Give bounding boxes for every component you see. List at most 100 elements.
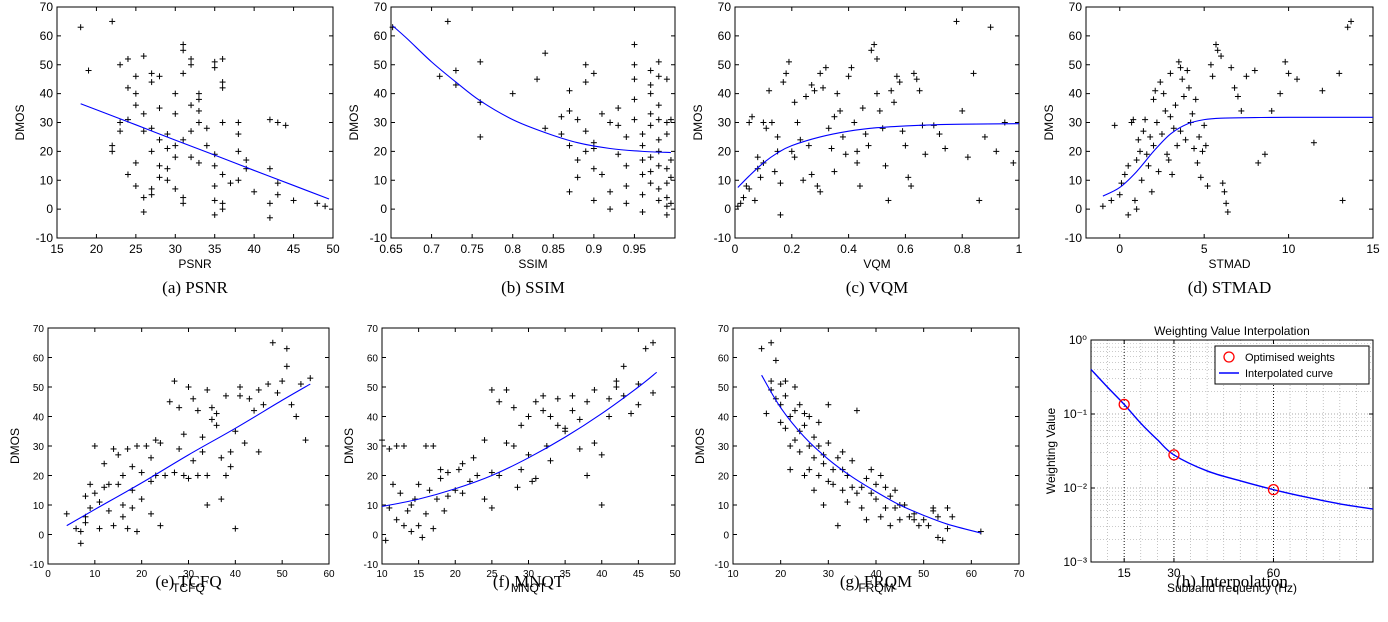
data-point (851, 119, 858, 126)
x-axis-label: Subband frequency (Hz) (1167, 581, 1297, 595)
data-point (817, 188, 824, 195)
data-point (566, 87, 573, 94)
data-point (188, 61, 195, 68)
data-point (754, 165, 761, 172)
x-tick-label: 20 (136, 569, 148, 580)
data-point (266, 214, 273, 221)
data-point (415, 522, 422, 529)
data-point (811, 434, 818, 441)
data-point (650, 339, 657, 346)
data-point (876, 107, 883, 114)
x-tick-label: 10 (376, 569, 388, 580)
chart-caption: (b) SSIM (501, 278, 565, 297)
data-point (663, 165, 670, 172)
data-point (911, 516, 918, 523)
data-point (422, 510, 429, 517)
data-point (598, 171, 605, 178)
data-point (858, 504, 865, 511)
data-point (1167, 113, 1174, 120)
data-point (839, 448, 846, 455)
data-point (203, 125, 210, 132)
data-point (510, 443, 517, 449)
data-point (117, 61, 124, 68)
data-point (647, 67, 654, 74)
data-point (905, 174, 912, 181)
data-point (934, 513, 941, 520)
x-tick-label: 50 (326, 242, 340, 256)
data-point (844, 499, 851, 506)
data-point (908, 183, 915, 190)
data-point (251, 407, 258, 414)
data-point (164, 165, 171, 172)
fit-curve (80, 103, 330, 200)
data-point (415, 481, 422, 488)
data-point (1344, 24, 1351, 31)
data-point (237, 384, 244, 390)
data-point (562, 425, 569, 432)
y-ticks: -10 0 10 20 30 40 50 60 70 (714, 0, 1019, 245)
data-point (140, 110, 147, 117)
data-point (667, 116, 674, 123)
data-point (389, 481, 396, 488)
data-point (1099, 203, 1106, 210)
y-tick-label: 60 (718, 29, 732, 43)
data-point (1162, 107, 1169, 114)
data-point (1170, 125, 1177, 132)
y-ticks: -10 0 10 20 30 40 50 60 70 (1065, 0, 1373, 245)
data-point (623, 200, 630, 207)
chart-caption: (g) FRQM (839, 572, 913, 591)
data-point (566, 188, 573, 195)
x-tick-label: 40 (870, 569, 882, 580)
data-point (496, 398, 503, 405)
data-point (1131, 197, 1138, 204)
data-point (785, 58, 792, 65)
data-point (547, 457, 554, 464)
data-point (791, 154, 798, 161)
data-point (1261, 151, 1268, 158)
data-point (204, 386, 211, 393)
y-tick-label: 50 (33, 383, 45, 394)
data-point (1133, 157, 1140, 164)
data-point (213, 410, 220, 417)
data-point (133, 528, 140, 535)
y-ticks: 10⁻³ 10⁻² 10⁻¹ 10⁰ (1063, 333, 1373, 569)
data-point (615, 151, 622, 158)
data-point (910, 70, 917, 77)
x-ticks: 0 0.2 0.4 0.6 0.8 1 (732, 7, 1023, 256)
data-point (834, 454, 841, 461)
y-tick-label: 40 (40, 87, 54, 101)
y-tick-label: 20 (718, 144, 732, 158)
data-point (509, 90, 516, 97)
x-ticks: 10 20 30 40 50 60 70 (727, 328, 1025, 580)
data-point (607, 119, 614, 126)
data-point (157, 440, 164, 447)
data-point (1219, 180, 1226, 187)
fit-curve (1102, 116, 1374, 197)
data-point (152, 437, 159, 444)
data-point (459, 460, 466, 467)
data-point (1243, 73, 1250, 80)
data-point (1111, 122, 1118, 129)
data-point (1177, 128, 1184, 135)
data-point (1268, 107, 1275, 114)
data-point (204, 472, 211, 479)
data-point (740, 194, 747, 201)
data-point (441, 507, 448, 514)
y-tick-label: 50 (718, 58, 732, 72)
x-tick-label: 30 (523, 569, 535, 580)
data-point (831, 168, 838, 175)
data-point (663, 211, 670, 218)
data-point (124, 445, 131, 452)
data-point (868, 466, 875, 473)
y-tick-label: 0 (723, 531, 729, 542)
data-point (235, 148, 242, 155)
data-point (1130, 116, 1137, 123)
data-point (584, 472, 591, 479)
x-ticks: 10 15 20 25 30 35 40 45 50 (376, 328, 681, 580)
data-point (422, 443, 429, 449)
y-ticks: -10 0 10 20 30 40 50 60 70 (715, 324, 1019, 571)
x-axis-label: FRQM (858, 581, 893, 595)
data-point (915, 522, 922, 529)
